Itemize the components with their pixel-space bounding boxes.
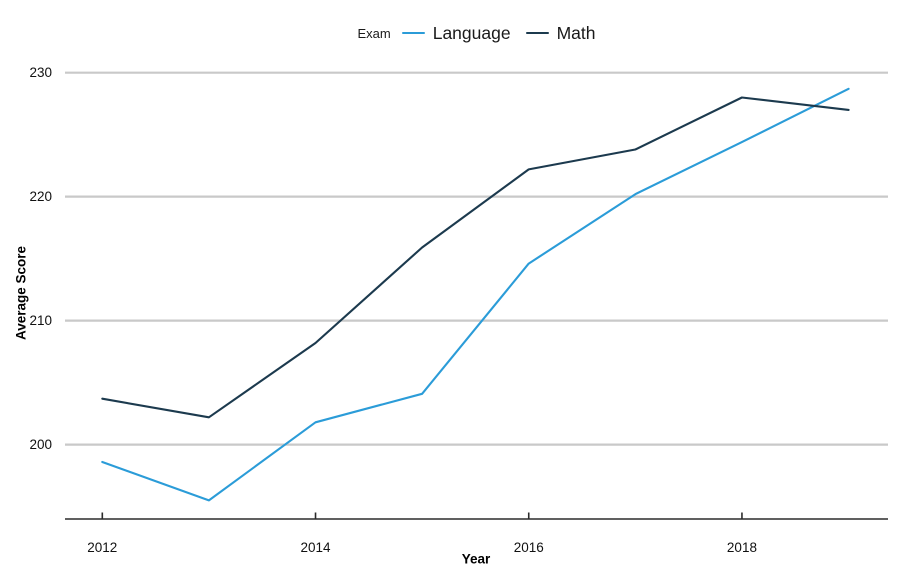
series-line-math (101, 96, 850, 419)
x-tick-label-2018: 2018 (727, 540, 757, 555)
y-axis-title: Average Score (13, 245, 29, 341)
series-line-language (101, 87, 850, 502)
y-tick-label-200: 200 (29, 437, 52, 452)
x-tick-label-2012: 2012 (87, 540, 117, 555)
x-axis-title: Year (461, 551, 491, 567)
y-tick-label-210: 210 (29, 313, 52, 328)
y-tick-label-230: 230 (29, 65, 52, 80)
y-tick-label-220: 220 (29, 189, 52, 204)
x-tick-label-2016: 2016 (514, 540, 544, 555)
x-tick-label-2014: 2014 (301, 540, 332, 555)
